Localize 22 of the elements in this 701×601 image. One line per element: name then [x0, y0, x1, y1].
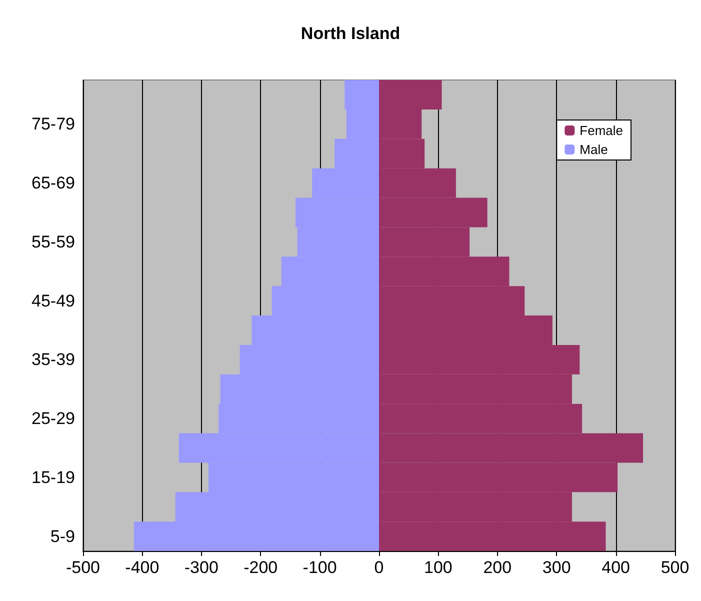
x-tick-label: 500 [660, 558, 690, 577]
chart-title: North Island [300, 24, 400, 43]
legend-label: Female [580, 123, 624, 138]
x-tick-label: 400 [602, 558, 630, 577]
x-tick-label: -400 [125, 558, 160, 577]
x-tick-label: 0 [374, 558, 384, 577]
x-tick-label: -200 [244, 558, 278, 577]
y-tick-label: 15-19 [32, 468, 75, 487]
y-tick-label: 55-59 [32, 232, 75, 252]
y-tick-label: 65-69 [32, 174, 75, 193]
y-tick-label: 25-29 [32, 409, 75, 428]
y-tick-label: 5-9 [50, 526, 75, 546]
x-tick-label: 200 [483, 558, 512, 577]
x-tick-label: -100 [302, 558, 337, 577]
y-tick-label: 35-39 [32, 350, 75, 370]
x-tick-label: -500 [66, 558, 100, 577]
y-tick-label: 45-49 [32, 291, 75, 310]
legend-label: Male [580, 142, 608, 157]
x-tick-label: 300 [542, 558, 571, 577]
x-tick-label: 100 [424, 558, 452, 577]
x-tick-label: -300 [184, 558, 218, 577]
y-tick-label: 75-79 [32, 114, 75, 134]
